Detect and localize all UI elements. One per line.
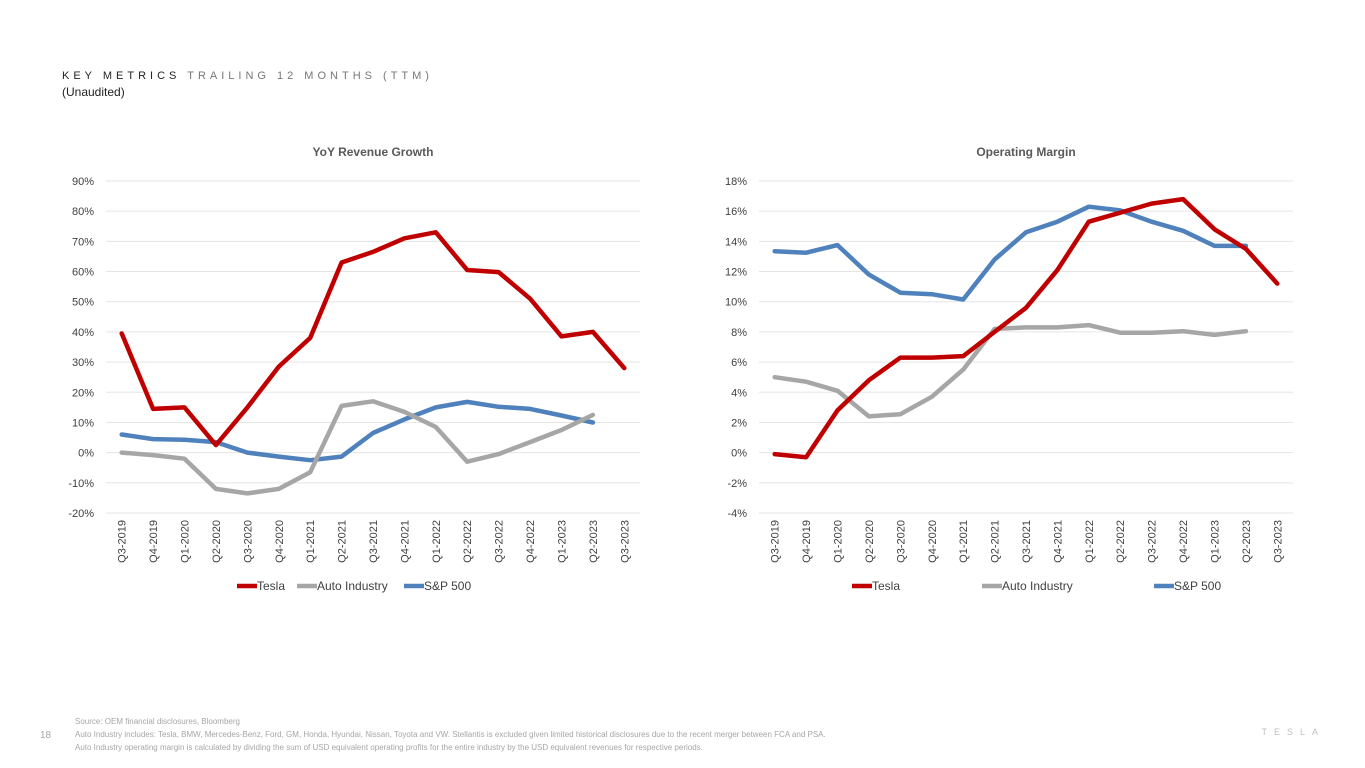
revenue-growth-series-auto-industry [119, 399, 596, 496]
operating-margin-y-tick-label: 16% [725, 206, 747, 218]
revenue-growth-y-tick-label: -20% [68, 508, 94, 520]
operating-margin-x-tick-label: Q3-2022 [1147, 520, 1159, 563]
revenue-growth-x-tick-label: Q3-2020 [242, 520, 254, 563]
revenue-growth-x-tick-label: Q1-2022 [431, 520, 443, 563]
operating-margin-series-tesla [772, 196, 1280, 460]
brand-logo: TESLA [1261, 727, 1325, 737]
page-title-light: TRAILING 12 MONTHS (TTM) [187, 70, 433, 82]
operating-margin-x-tick-label: Q4-2019 [801, 520, 813, 563]
operating-margin-y-tick-label: 0% [731, 448, 747, 460]
revenue-growth-title: YoY Revenue Growth [313, 145, 434, 159]
revenue-growth-chart-svg: YoY Revenue Growth -20% -10% 0% 10% 20% 30% 40%… [68, 145, 640, 593]
revenue-growth-y-tick-label: 60% [72, 267, 94, 279]
page-subtitle: (Unaudited) [62, 85, 125, 99]
revenue-growth-x-tick-label: Q3-2023 [619, 520, 631, 563]
footer-source: Source: OEM financial disclosures, Bloom… [75, 717, 240, 726]
operating-margin-x-tick-label: Q1-2020 [833, 520, 845, 563]
operating-margin-x-tick-label: Q1-2021 [958, 520, 970, 563]
revenue-growth-x-tick-label: Q2-2022 [462, 520, 474, 563]
revenue-growth-x-tick-label: Q4-2022 [525, 520, 537, 563]
operating-margin-x-tick-label: Q2-2023 [1241, 520, 1253, 563]
revenue-growth-series-tesla [119, 230, 627, 448]
revenue-growth-legend-label-tesla: Tesla [257, 579, 285, 593]
operating-margin-x-tick-label: Q3-2020 [895, 520, 907, 563]
operating-margin-y-tick-label: 8% [731, 327, 747, 339]
revenue-growth-legend-label-auto-industry: Auto Industry [317, 579, 388, 593]
revenue-growth-y-tick-label: -10% [68, 478, 94, 490]
operating-margin-x-tick-label: Q2-2022 [1115, 520, 1127, 563]
operating-margin-y-tick-label: -2% [727, 478, 747, 490]
footer-notes: Source: OEM financial disclosures, Bloom… [75, 715, 826, 754]
operating-margin-chart-svg: Operating Margin -4% -2% 0% 2% 4% 6% 8% 10% 12% 14… [725, 145, 1293, 593]
revenue-growth-x-tick-label: Q4-2020 [274, 520, 286, 563]
operating-margin-series-sp-500 [772, 204, 1249, 302]
operating-margin-y-tick-label: 4% [731, 387, 747, 399]
revenue-growth-x-tick-label: Q2-2023 [588, 520, 600, 563]
page-number: 18 [40, 730, 52, 741]
operating-margin-x-tick-label: Q1-2023 [1209, 520, 1221, 563]
operating-margin-y-tick-label: 10% [725, 297, 747, 309]
revenue-growth-y-tick-label: 50% [72, 297, 94, 309]
revenue-growth-x-tick-label: Q1-2020 [180, 520, 192, 563]
operating-margin-y-tick-label: 14% [725, 236, 747, 248]
page-header: KEY METRICS TRAILING 12 MONTHS (TTM) (Un… [62, 70, 433, 99]
operating-margin-x-tick-label: Q4-2020 [927, 520, 939, 563]
operating-margin-x-tick-label: Q4-2022 [1178, 520, 1190, 563]
operating-margin-y-tick-label: -4% [727, 508, 747, 520]
operating-margin-chart: Operating Margin -4% -2% 0% 2% 4% 6% 8% 10% 12% 14… [703, 140, 1303, 610]
revenue-growth-x-tick-label: Q2-2020 [211, 520, 223, 563]
operating-margin-title: Operating Margin [976, 145, 1075, 159]
operating-margin-x-tick-label: Q4-2021 [1052, 520, 1064, 563]
operating-margin-x-tick-label: Q3-2021 [1021, 520, 1033, 563]
revenue-growth-x-tick-label: Q4-2019 [148, 520, 160, 563]
revenue-growth-x-tick-label: Q3-2021 [368, 520, 380, 563]
operating-margin-y-tick-label: 6% [731, 357, 747, 369]
page-title-bold: KEY METRICS [62, 70, 181, 82]
operating-margin-legend-label-tesla: Tesla [872, 579, 900, 593]
revenue-growth-x-tick-label: Q4-2021 [399, 520, 411, 563]
operating-margin-x-tick-label: Q2-2020 [864, 520, 876, 563]
operating-margin-y-tick-label: 18% [725, 176, 747, 188]
operating-margin-x-tick-label: Q1-2022 [1084, 520, 1096, 563]
revenue-growth-y-tick-label: 40% [72, 327, 94, 339]
revenue-growth-series-sp-500 [119, 399, 596, 463]
operating-margin-x-tick-label: Q3-2023 [1272, 520, 1284, 563]
revenue-growth-y-tick-label: 80% [72, 206, 94, 218]
operating-margin-y-tick-label: 2% [731, 417, 747, 429]
revenue-growth-y-tick-label: 30% [72, 357, 94, 369]
operating-margin-legend-label-auto-industry: Auto Industry [1002, 579, 1073, 593]
revenue-growth-y-tick-label: 90% [72, 176, 94, 188]
operating-margin-legend-label-sp-500: S&P 500 [1174, 579, 1221, 593]
revenue-growth-x-tick-label: Q1-2023 [556, 520, 568, 563]
operating-margin-x-tick-label: Q2-2021 [990, 520, 1002, 563]
revenue-growth-chart: YoY Revenue Growth -20% -10% 0% 10% 20% 30% 40%… [50, 140, 650, 610]
operating-margin-series-auto-industry [772, 322, 1249, 419]
revenue-growth-x-tick-label: Q2-2021 [337, 520, 349, 563]
page-title: KEY METRICS TRAILING 12 MONTHS (TTM) [62, 70, 433, 82]
footer-note-industry: Auto Industry includes: Tesla, BMW, Merc… [75, 730, 826, 739]
revenue-growth-y-tick-label: 10% [72, 417, 94, 429]
revenue-growth-x-tick-label: Q1-2021 [305, 520, 317, 563]
revenue-growth-y-tick-label: 70% [72, 236, 94, 248]
revenue-growth-x-tick-label: Q3-2022 [494, 520, 506, 563]
revenue-growth-legend-label-sp-500: S&P 500 [424, 579, 471, 593]
revenue-growth-x-tick-label: Q3-2019 [117, 520, 129, 563]
revenue-growth-y-tick-label: 0% [78, 448, 94, 460]
operating-margin-x-tick-label: Q3-2019 [770, 520, 782, 563]
revenue-growth-y-tick-label: 20% [72, 387, 94, 399]
operating-margin-y-tick-label: 12% [725, 267, 747, 279]
footer-note-margin: Auto Industry operating margin is calcul… [75, 743, 703, 752]
